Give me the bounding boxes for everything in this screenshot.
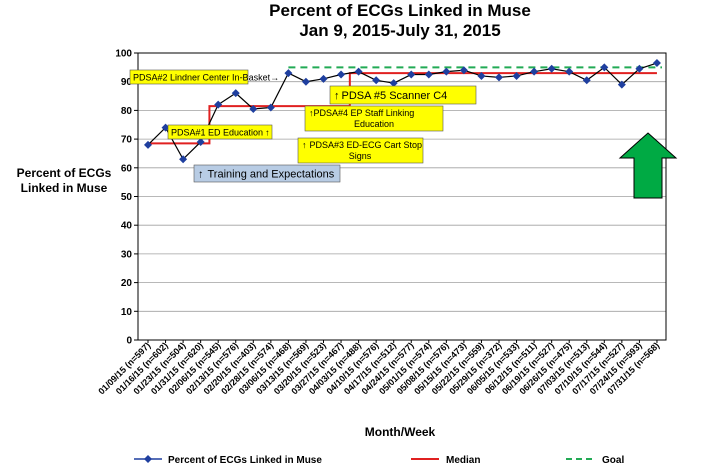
data-point bbox=[547, 64, 556, 73]
data-point bbox=[354, 67, 363, 76]
data-point bbox=[617, 80, 626, 89]
annotation-pdsa4-line1: ↑PDSA#4 EP Staff Linking bbox=[309, 108, 414, 118]
annotation-pdsa2-arrow: → bbox=[270, 73, 279, 83]
percent-linked-line bbox=[147, 62, 658, 161]
legend-item-goal: Goal bbox=[566, 455, 624, 465]
annotation-pdsa2: PDSA#2 Lindner Center In-Basket→ bbox=[129, 69, 279, 85]
data-point bbox=[301, 77, 310, 86]
data-point bbox=[424, 70, 433, 79]
y-tick-label: 40 bbox=[121, 221, 133, 232]
annotation-pdsa4-line2: Education bbox=[354, 119, 394, 129]
y-tick-label: 90 bbox=[121, 77, 133, 88]
svg-text:↑Training and Expectations: ↑ Training and Expectations bbox=[198, 169, 335, 181]
data-point bbox=[512, 71, 521, 80]
annotation-pdsa1-text: PDSA#1 ED Education bbox=[171, 128, 263, 138]
data-point bbox=[214, 100, 223, 109]
annotation-pdsa5: ↑ PDSA #5 Scanner C4 bbox=[329, 85, 477, 105]
x-axis-ticks: 01/09/15 (n=597)01/16/15 (n=602)01/23/15… bbox=[96, 340, 661, 396]
y-tick-label: 60 bbox=[121, 163, 133, 174]
data-point bbox=[495, 73, 503, 82]
data-point bbox=[284, 69, 293, 78]
median-line bbox=[148, 72, 657, 145]
y-tick-label: 0 bbox=[126, 336, 132, 347]
data-point bbox=[161, 123, 170, 132]
data-point bbox=[582, 76, 591, 85]
annotation-pdsa4-arrow: ↑ bbox=[309, 108, 314, 118]
chart-title: Percent of ECGs Linked in Muse bbox=[269, 1, 531, 20]
svg-text:PDSA#2 Lindner Center In-Baske: PDSA#2 Lindner Center In-Basket→ bbox=[133, 73, 279, 83]
chart-subtitle: Jan 9, 2015-July 31, 2015 bbox=[299, 21, 500, 40]
x-axis-title: Month/Week bbox=[365, 425, 436, 439]
data-point bbox=[249, 104, 258, 113]
data-point bbox=[231, 89, 240, 98]
annotation-training-text: Training and Expectations bbox=[208, 169, 335, 181]
data-point bbox=[337, 70, 346, 79]
legend-label-goal: Goal bbox=[602, 455, 624, 465]
data-point bbox=[477, 71, 486, 80]
annotation-training: ↑ Training and Expectations bbox=[193, 164, 341, 183]
annotation-pdsa3-line2: Signs bbox=[349, 151, 372, 161]
y-axis-title-line1: Percent of ECGs bbox=[17, 166, 112, 180]
annotation-pdsa3: ↑ PDSA#3 ED-ECG Cart Stop Signs bbox=[297, 137, 424, 164]
data-point bbox=[179, 155, 188, 164]
annotation-training-arrow: ↑ bbox=[198, 169, 204, 181]
annotation-pdsa3-line1: ↑ PDSA#3 ED-ECG Cart Stop bbox=[302, 140, 422, 150]
data-point bbox=[196, 137, 205, 146]
data-point bbox=[565, 67, 574, 76]
data-point bbox=[319, 74, 328, 83]
legend: Percent of ECGs Linked in Muse Median Go… bbox=[134, 455, 624, 465]
data-point bbox=[266, 103, 275, 112]
y-tick-label: 10 bbox=[121, 307, 133, 318]
data-point bbox=[144, 140, 152, 149]
y-tick-label: 50 bbox=[121, 192, 133, 203]
y-tick-label: 100 bbox=[115, 49, 132, 60]
y-axis-title-line2: Linked in Muse bbox=[21, 181, 108, 195]
legend-item-median: Median bbox=[411, 455, 480, 465]
goal-direction-up-arrow bbox=[618, 132, 678, 199]
annotation-pdsa5-text: PDSA #5 Scanner C4 bbox=[342, 90, 448, 102]
legend-label-percent: Percent of ECGs Linked in Muse bbox=[168, 455, 322, 465]
median-series bbox=[148, 72, 657, 145]
annotation-pdsa2-text: PDSA#2 Lindner Center In-Basket bbox=[133, 73, 271, 83]
data-point bbox=[635, 64, 644, 73]
legend-item-percent: Percent of ECGs Linked in Muse bbox=[134, 455, 322, 465]
y-tick-label: 30 bbox=[121, 249, 133, 260]
data-point bbox=[530, 67, 539, 76]
data-point bbox=[459, 66, 468, 75]
annotation-pdsa1-arrow: ↑ bbox=[265, 128, 270, 138]
data-point bbox=[407, 70, 416, 79]
annotation-pdsa4: ↑PDSA#4 EP Staff Linking Education bbox=[304, 105, 444, 132]
data-point bbox=[652, 59, 661, 68]
annotation-pdsa3-arrow: ↑ bbox=[302, 140, 307, 150]
y-axis-ticks: 0 10 20 30 40 50 60 70 80 90 100 bbox=[115, 49, 138, 347]
svg-text:PDSA#1 ED Education↑: PDSA#1 ED Education ↑ bbox=[171, 128, 270, 138]
y-tick-label: 70 bbox=[121, 135, 133, 146]
y-tick-label: 20 bbox=[121, 278, 133, 289]
y-tick-label: 80 bbox=[121, 106, 133, 117]
svg-text:↑PDSA #5 Scanner C4: ↑ PDSA #5 Scanner C4 bbox=[334, 90, 447, 102]
percent-linked-series bbox=[144, 59, 661, 164]
data-point bbox=[389, 79, 398, 88]
legend-label-median: Median bbox=[446, 455, 480, 465]
annotation-pdsa1: PDSA#1 ED Education ↑ bbox=[167, 124, 273, 140]
data-point bbox=[442, 67, 451, 76]
data-point bbox=[372, 76, 381, 85]
data-point bbox=[600, 63, 609, 72]
annotation-pdsa5-arrow: ↑ bbox=[334, 90, 340, 102]
